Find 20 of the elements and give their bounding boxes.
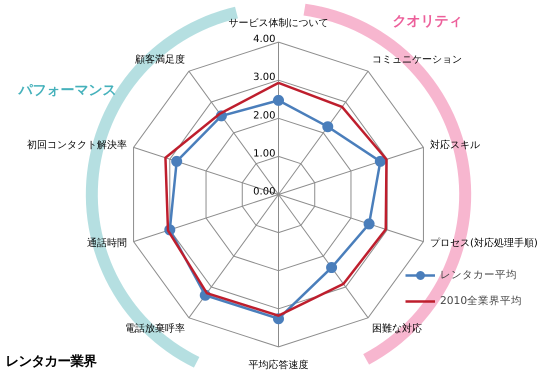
legend-label: 2010全業界平均: [440, 294, 522, 308]
y-tick-label: 0.00: [253, 186, 276, 198]
spoke-label: プロセス(対応処理手順): [430, 237, 538, 250]
legend-label: レンタカー平均: [440, 268, 517, 282]
y-tick-label: 4.00: [253, 34, 276, 46]
spoke-label: サービス体制について: [228, 16, 328, 29]
spoke-label: 対応スキル: [430, 138, 480, 151]
y-tick-label: 2.00: [253, 110, 276, 122]
text: パフォーマンス: [18, 82, 116, 98]
text: クオリティ: [392, 14, 462, 30]
y-tick-label: 3.00: [253, 72, 276, 84]
text: レンタカー業界: [6, 354, 96, 370]
spoke-label: 電話放棄呼率: [124, 322, 185, 334]
spoke-label: 困難な対応: [372, 322, 422, 334]
spoke-label: 初回コンタクト解決率: [27, 138, 128, 151]
spoke-label: 通話時間: [87, 237, 128, 250]
spoke-label: 平均応答速度: [248, 359, 308, 372]
spoke-label: コミュニケーション: [372, 54, 462, 66]
spoke-label: 顧客満足度: [134, 54, 185, 66]
y-tick-label: 1.00: [253, 148, 276, 160]
